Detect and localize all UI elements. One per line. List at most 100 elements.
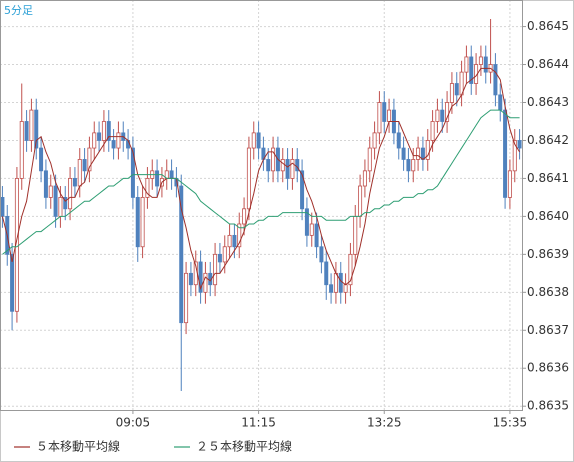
- candle-body: [72, 178, 77, 187]
- candle-body: [130, 147, 135, 198]
- candle-body: [416, 147, 421, 160]
- candle-body: [82, 159, 87, 172]
- candle-body: [300, 170, 305, 210]
- candle-body: [188, 272, 193, 286]
- candle-body: [367, 147, 372, 172]
- candle-body: [184, 272, 189, 324]
- candle-body: [266, 159, 271, 172]
- candle-body: [512, 140, 517, 172]
- plot-border: [0, 0, 523, 411]
- y-tick-label: 0.8645: [527, 19, 569, 33]
- candle-body: [198, 261, 203, 293]
- candle-body: [362, 170, 367, 187]
- y-tick-label: 0.8641: [527, 171, 569, 185]
- candle-body: [101, 121, 106, 141]
- candle-body: [77, 159, 82, 187]
- x-tick-label: 13:25: [367, 416, 402, 430]
- candle-body: [58, 197, 63, 217]
- candle-body: [242, 208, 247, 225]
- candle-body: [425, 140, 430, 160]
- candle-body: [469, 56, 474, 84]
- candle-body: [440, 109, 445, 122]
- candle-body: [0, 197, 5, 217]
- candle-body: [97, 132, 102, 141]
- chart-subtitle: 5分足: [4, 4, 33, 17]
- candle-body: [319, 246, 324, 263]
- candle-body: [246, 147, 251, 210]
- ma-line: [1, 67, 521, 291]
- candle-body: [304, 208, 309, 236]
- ma-line: [2, 109, 520, 255]
- candle-body: [420, 147, 425, 160]
- candle-body: [285, 159, 290, 179]
- candle-body: [140, 197, 145, 248]
- legend-label: ５本移動平均線: [36, 439, 120, 454]
- candle-body: [48, 185, 53, 198]
- candle-body: [295, 159, 300, 172]
- y-tick-label: 0.8635: [527, 399, 569, 413]
- candle-body: [396, 132, 401, 149]
- candle-body: [517, 140, 522, 149]
- candle-body: [309, 223, 314, 236]
- candle-body: [507, 170, 512, 198]
- candle-body: [483, 56, 488, 73]
- candle-body: [87, 147, 92, 172]
- candle-body: [232, 234, 237, 248]
- candle-body: [314, 223, 319, 248]
- candle-body: [39, 147, 44, 172]
- candle-body: [498, 94, 503, 111]
- candle-body: [106, 121, 111, 141]
- candle-body: [24, 121, 29, 141]
- candle-body: [493, 64, 498, 96]
- y-tick-label: 0.8644: [527, 57, 569, 71]
- candle-body: [454, 83, 459, 96]
- candle-body: [256, 132, 261, 149]
- x-tick-label: 15:35: [493, 416, 528, 430]
- candle-body: [10, 253, 15, 312]
- candle-body: [348, 253, 353, 286]
- x-tick-label: 09:05: [116, 416, 151, 430]
- plot-area: [0, 0, 522, 410]
- candle-body: [227, 234, 232, 248]
- candle-body: [203, 272, 208, 293]
- candle-body: [435, 109, 440, 122]
- y-tick-label: 0.8637: [527, 323, 569, 337]
- candle-body: [445, 102, 450, 122]
- candle-body: [222, 246, 227, 263]
- candle-body: [343, 284, 348, 293]
- candle-body: [63, 197, 68, 210]
- candle-body: [19, 121, 24, 179]
- candle-body: [387, 109, 392, 122]
- candle-body: [29, 109, 34, 141]
- candle-body: [68, 178, 73, 210]
- candle-body: [372, 132, 377, 149]
- candle-body: [169, 170, 174, 179]
- candle-body: [353, 215, 358, 255]
- candle-body: [34, 109, 39, 149]
- candle-body: [135, 197, 140, 248]
- y-tick-label: 0.8639: [527, 247, 569, 261]
- candle-body: [411, 159, 416, 172]
- candle-body: [449, 83, 454, 103]
- candle-body: [116, 132, 121, 149]
- candle-body: [179, 185, 184, 324]
- candle-body: [43, 170, 48, 198]
- candle-body: [503, 109, 508, 198]
- y-tick-label: 0.8640: [527, 209, 569, 223]
- candle-body: [53, 185, 58, 217]
- candle-body: [290, 159, 295, 179]
- candle-body: [329, 284, 334, 293]
- candle-body: [333, 272, 338, 293]
- y-tick-label: 0.8638: [527, 285, 569, 299]
- candle-body: [382, 102, 387, 122]
- y-tick-label: 0.8636: [527, 361, 569, 375]
- candle-body: [145, 178, 150, 198]
- x-tick-label: 11:15: [241, 416, 276, 430]
- candle-body: [271, 147, 276, 172]
- candle-body: [338, 272, 343, 293]
- candle-body: [464, 56, 469, 73]
- candle-body: [406, 159, 411, 172]
- y-tick-label: 0.8642: [527, 133, 569, 147]
- y-tick-label: 0.8643: [527, 95, 569, 109]
